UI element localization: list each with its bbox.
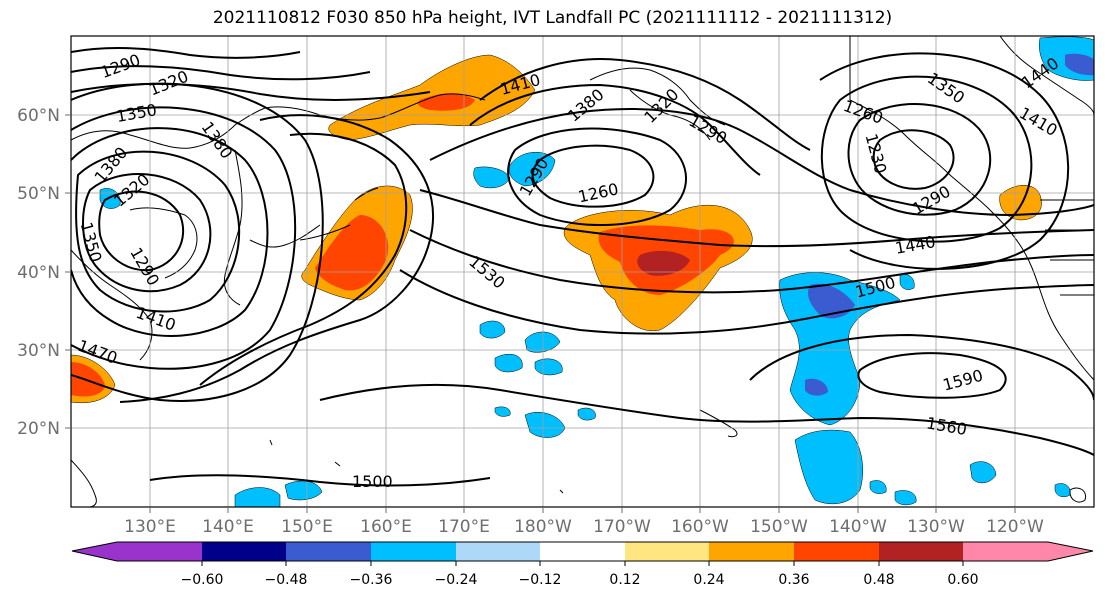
lat-label: 30°N — [17, 341, 60, 361]
coastlines — [71, 36, 1094, 507]
negative-ivt-region — [494, 353, 523, 373]
colorbar-segment — [963, 542, 1048, 561]
lon-label: 140°W — [829, 517, 887, 537]
tick-marks — [65, 114, 1016, 513]
lon-label: 130°E — [124, 517, 176, 537]
colorbar-tick-label: −0.12 — [519, 572, 562, 588]
colorbar-segment — [117, 542, 202, 561]
negative-ivt-region — [869, 480, 887, 494]
lat-label: 50°N — [17, 184, 60, 204]
contour-label: 1500 — [352, 472, 393, 491]
negative-ivt-region — [894, 490, 917, 506]
colorbar-tick-label: −0.24 — [435, 572, 478, 588]
lon-label: 170°W — [593, 517, 651, 537]
colorbar-extend-high — [1048, 542, 1093, 561]
lon-label: 130°W — [907, 517, 965, 537]
lon-label: 140°E — [202, 517, 254, 537]
negative-ivt-region — [899, 274, 915, 290]
height-contours — [71, 47, 1094, 487]
colorbar-segment — [794, 542, 879, 561]
lat-label: 20°N — [17, 419, 60, 439]
colorbar-extend-low — [72, 542, 117, 561]
map-area: 1290 1320 1350 1380 1320 1350 1290 1380 … — [71, 36, 1094, 507]
lon-label: 160°E — [360, 517, 412, 537]
colorbar-tick-label: 0.60 — [947, 572, 978, 588]
lon-label: 150°E — [281, 517, 333, 537]
colorbar-tick-label: −0.36 — [350, 572, 393, 588]
lon-label: 160°W — [671, 517, 729, 537]
colorbar-segment — [371, 542, 456, 561]
colorbar-tick-label: −0.60 — [181, 572, 224, 588]
lon-label: 180°W — [514, 517, 572, 537]
lat-label: 60°N — [17, 106, 60, 126]
colorbar-tick-label: 0.48 — [863, 572, 894, 588]
colorbar-segment — [286, 542, 371, 561]
colorbar: −0.60 −0.48 −0.36 −0.24 −0.12 0.12 0.24 … — [71, 541, 1094, 588]
lon-label: 170°E — [438, 517, 490, 537]
colorbar-tick-label: −0.48 — [265, 572, 308, 588]
longitude-labels: 130°E 140°E 150°E 160°E 170°E 180°W 170°… — [124, 517, 1044, 537]
negative-ivt-region — [234, 487, 281, 507]
colorbar-tick-label: 0.24 — [693, 572, 724, 588]
negative-ivt-region — [794, 429, 863, 505]
colorbar-segment — [625, 542, 709, 561]
colorbar-segment — [456, 542, 540, 561]
negative-ivt-region — [473, 166, 511, 189]
colorbar-segment — [202, 542, 286, 561]
negative-ivt-region — [284, 480, 323, 501]
lat-label: 40°N — [17, 263, 60, 283]
colorbar-segment — [540, 542, 625, 561]
negative-ivt-region — [509, 152, 556, 187]
colorbar-segment — [709, 542, 794, 561]
map-title: 2021110812 F030 850 hPa height, IVT Land… — [212, 8, 893, 28]
negative-ivt-region — [524, 331, 561, 353]
gridlines — [71, 36, 1094, 507]
colorbar-outline — [71, 541, 1094, 562]
latitude-labels: 60°N 50°N 40°N 30°N 20°N — [17, 106, 60, 439]
positive-ivt-region — [999, 185, 1042, 221]
negative-ivt-region — [479, 320, 506, 339]
negative-ivt-region — [534, 358, 563, 376]
negative-ivt-region — [969, 461, 997, 484]
lon-label: 150°W — [750, 517, 808, 537]
negative-ivt-region — [577, 407, 596, 421]
colorbar-tick-label: 0.12 — [609, 572, 640, 588]
colorbar-tick-label: 0.36 — [778, 572, 809, 588]
lon-label: 120°W — [986, 517, 1044, 537]
negative-ivt-region — [494, 406, 511, 417]
colorbar-segment — [879, 542, 963, 561]
